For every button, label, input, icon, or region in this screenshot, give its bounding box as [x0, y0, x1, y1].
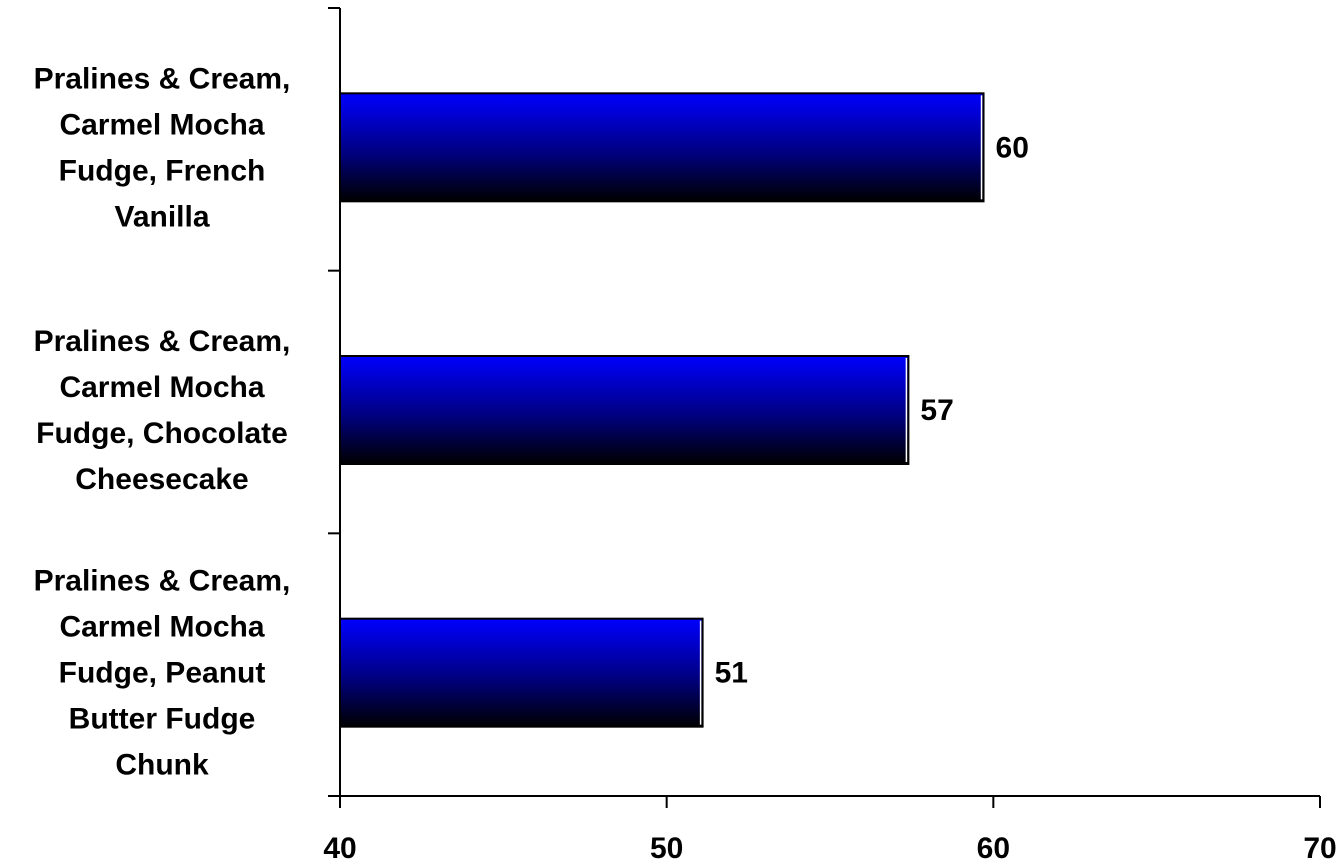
category-label-line: Fudge, French	[59, 154, 266, 187]
category-label-line: Pralines & Cream,	[34, 62, 291, 95]
category-label-line: Chunk	[115, 749, 209, 782]
category-label-line: Pralines & Cream,	[34, 325, 291, 358]
bar	[339, 92, 985, 203]
category-label-line: Carmel Mocha	[59, 371, 264, 404]
category-label-line: Carmel Mocha	[59, 611, 264, 644]
x-tick-label: 60	[977, 832, 1010, 865]
category-label: Pralines & Cream, Carmel Mocha Fudge, Choc…	[34, 325, 291, 496]
category-label-line: Cheesecake	[75, 463, 248, 496]
category-label-line: Carmel Mocha	[59, 108, 264, 141]
category-label-line: Fudge, Chocolate	[36, 417, 288, 450]
data-label: 57	[920, 394, 953, 427]
category-label: Pralines & Cream, Carmel Mocha Fudge, Pean…	[34, 565, 291, 782]
category-label: Pralines & Cream, Carmel Mocha Fudge, Fren…	[34, 62, 291, 233]
bar	[339, 617, 704, 728]
bar	[339, 355, 910, 465]
data-label: 51	[715, 657, 748, 690]
x-tick-label: 70	[1303, 832, 1336, 865]
category-label-line: Vanilla	[114, 200, 209, 233]
labels: 60 Pralines & Cream, Carmel Mocha Fudge, Fr…	[34, 62, 1029, 781]
category-label-line: Pralines & Cream,	[34, 565, 291, 598]
x-tick-label: 40	[323, 832, 356, 865]
category-label-line: Butter Fudge	[69, 703, 256, 736]
x-tick-label: 50	[650, 832, 683, 865]
data-label: 60	[996, 131, 1029, 164]
bars	[339, 92, 985, 728]
category-label-line: Fudge, Peanut	[59, 657, 266, 690]
axes: 40 50 60 70	[323, 7, 1337, 865]
